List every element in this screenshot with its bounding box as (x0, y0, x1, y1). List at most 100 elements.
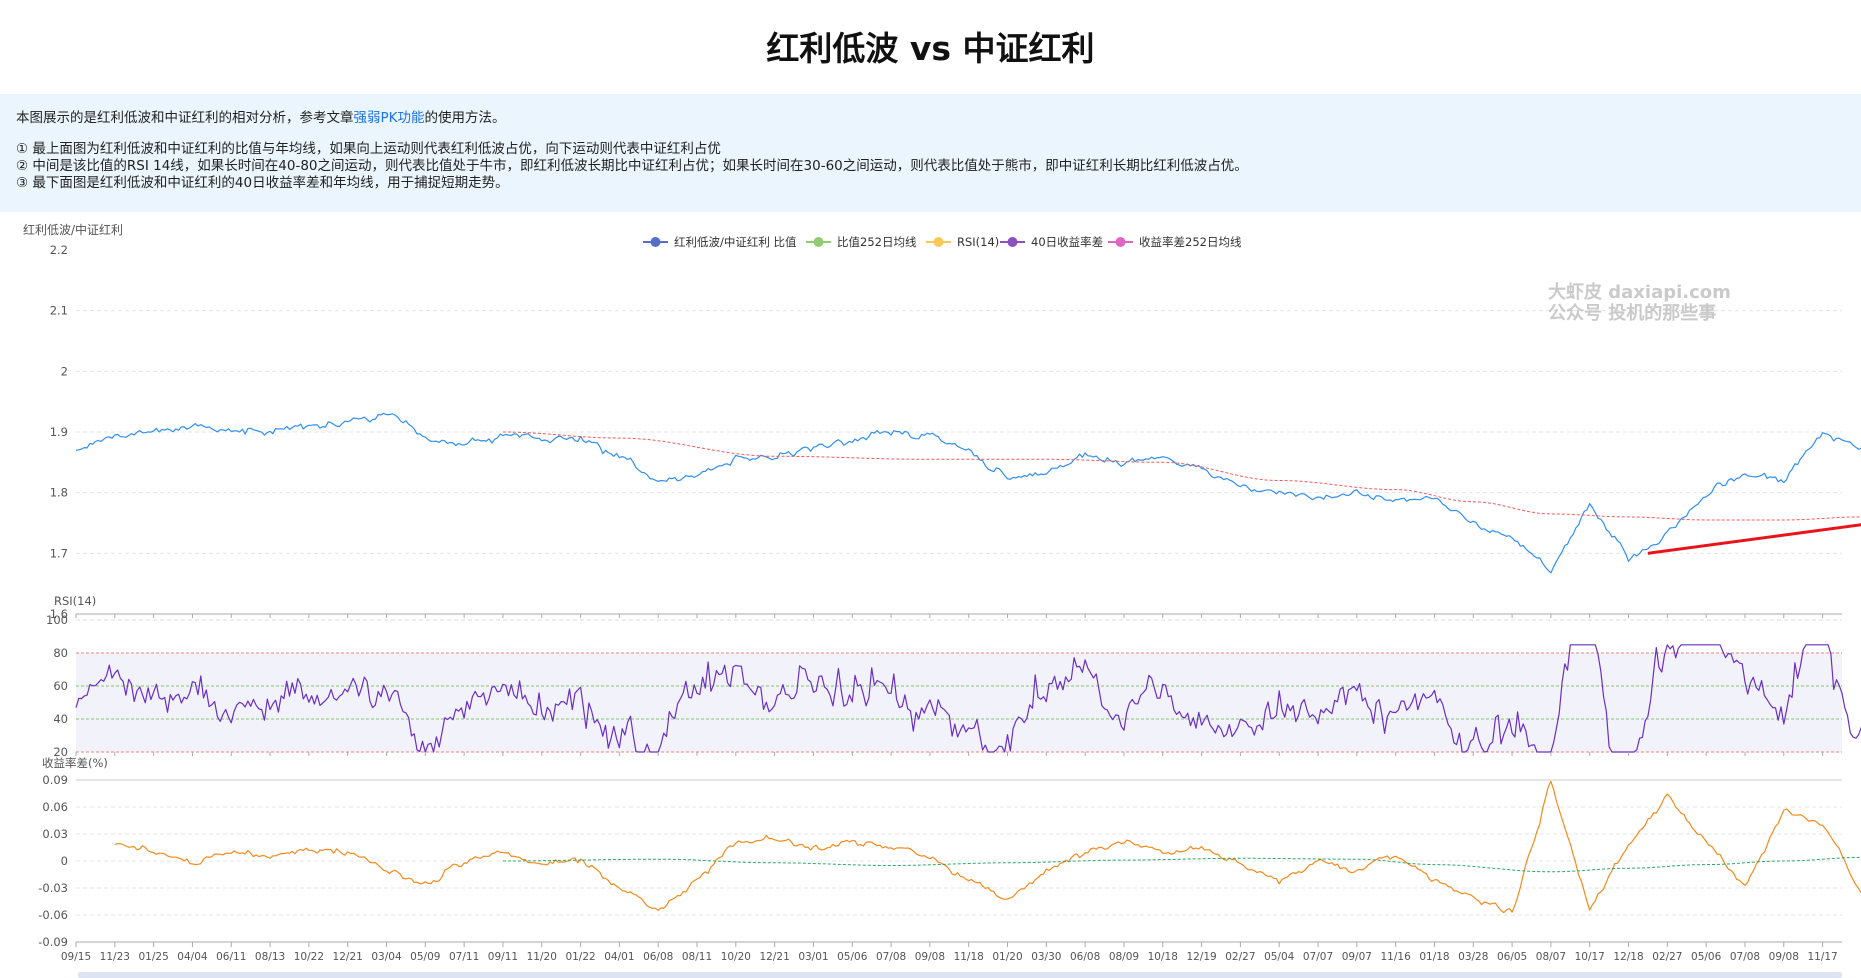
page-title: 红利低波 vs 中证红利 (766, 29, 1095, 68)
spread-y-tick-label: 0.03 (42, 827, 68, 841)
ratio-panel: 红利低波/中证红利 2.2 2.1 2 1.9 1.8 1.7 1.6 (23, 222, 1861, 621)
ratio-y-tick-label: 2 (61, 364, 68, 378)
legend-marker-4 (1115, 237, 1126, 247)
rsi-y-tick-label: 60 (53, 679, 68, 693)
x-tick-label: 05/09 (410, 951, 440, 963)
spread-y-tick-label: -0.06 (38, 908, 68, 922)
watermark-line-1: 大虾皮 daxiapi.com (1548, 282, 1731, 303)
x-tick-label: 04/04 (177, 951, 208, 963)
legend-item-4: 收益率差252日均线 (1139, 235, 1242, 249)
x-tick-label: 09/08 (1769, 951, 1799, 963)
rsi-line (75, 644, 1861, 753)
description-point-2: ② 中间是该比值的RSI 14线，如果长时间在40-80之间运动，则代表比值处于… (16, 158, 1248, 174)
x-tick-label: 08/13 (255, 951, 285, 963)
datazoom-slider[interactable] (78, 972, 1842, 978)
rsi-y-tick-label: 80 (53, 646, 68, 660)
x-tick-label: 12/18 (1613, 951, 1643, 963)
x-tick-label: 11/17 (1807, 951, 1837, 963)
intro-text-after: 的使用方法。 (424, 110, 506, 126)
x-tick-label: 03/01 (798, 951, 828, 963)
legend-item-1: 比值252日均线 (837, 235, 917, 249)
rsi-y-axis-label: RSI(14) (54, 594, 96, 608)
ratio-y-tick-label: 1.7 (50, 546, 68, 560)
spread-y-tick-label: 0.06 (42, 800, 68, 814)
rsi-y-tick-label: 40 (53, 712, 68, 726)
x-tick-label: 11/23 (100, 951, 130, 963)
chart-legend[interactable]: 红利低波/中证红利 比值 比值252日均线 RSI(14) 40日收益率差 收益率差25… (643, 235, 1242, 249)
description-panel: 本图展示的是红利低波和中证红利的相对分析，参考文章强弱PK功能的使用方法。 ① … (0, 94, 1861, 212)
x-tick-label: 02/27 (1652, 951, 1682, 963)
x-tick-label: 06/08 (643, 951, 673, 963)
ratio-y-tick-label: 2.2 (50, 243, 68, 257)
x-tick-label: 10/22 (294, 951, 324, 963)
x-tick-label: 10/17 (1575, 951, 1605, 963)
x-tick-label: 12/19 (1186, 951, 1216, 963)
x-tick-label: 05/06 (837, 951, 868, 963)
legend-marker-2 (933, 237, 944, 247)
ratio-y-tick-label: 1.9 (50, 425, 68, 439)
ratio-chart[interactable]: 红利低波/中证红利 比值 比值252日均线 RSI(14) 40日收益率差 收益率差25… (0, 212, 1861, 972)
spread-y-tick-label: 0 (61, 854, 68, 868)
x-axis: 09/15 11/23 01/25 04/04 06/11 08/13 10/22 12/21… (61, 614, 1838, 963)
x-tick-label: 02/27 (1225, 951, 1255, 963)
rsi-panel: RSI(14) 100 80 60 40 20 (46, 594, 1861, 759)
rsi-band (76, 653, 1842, 752)
watermark-line-2: 公众号 投机的那些事 (1548, 303, 1717, 324)
legend-item-0: 红利低波/中证红利 比值 (674, 235, 797, 249)
legend-marker-1 (813, 237, 824, 247)
x-tick-label: 03/04 (371, 951, 402, 963)
intro-text-before: 本图展示的是红利低波和中证红利的相对分析，参考文章 (16, 110, 354, 126)
description-intro: 本图展示的是红利低波和中证红利的相对分析，参考文章强弱PK功能的使用方法。 (16, 110, 1845, 127)
rsi-y-tick-label: 100 (46, 613, 68, 627)
ratio-y-tick-label: 1.8 (50, 486, 68, 500)
ratio-y-tick-label: 2.1 (50, 304, 68, 318)
rsi-y-tick-label: 20 (53, 745, 68, 759)
x-tick-label: 01/20 (992, 951, 1022, 963)
x-tick-label: 10/20 (721, 951, 751, 963)
ratio-line (75, 412, 1861, 574)
trend-line (1647, 523, 1861, 555)
x-tick-label: 11/20 (527, 951, 557, 963)
ratio-y-axis-label: 红利低波/中证红利 (23, 222, 123, 237)
x-tick-label: 04/01 (604, 951, 634, 963)
x-tick-label: 09/08 (915, 951, 945, 963)
x-tick-label: 10/18 (1148, 951, 1178, 963)
legend-item-2: RSI(14) (957, 235, 999, 249)
spread-line (114, 780, 1861, 914)
description-point-3: ③ 最下面图是红利低波和中证红利的40日收益率差和年均线，用于捕捉短期走势。 (16, 175, 509, 191)
x-tick-label: 01/22 (565, 951, 595, 963)
x-tick-label: 11/16 (1381, 951, 1412, 963)
strength-pk-link[interactable]: 强弱PK功能 (353, 110, 425, 126)
x-tick-label: 06/08 (1070, 951, 1100, 963)
spread-y-tick-label: -0.09 (38, 935, 68, 949)
x-tick-label: 09/11 (488, 951, 518, 963)
x-tick-label: 03/30 (1031, 951, 1061, 963)
legend-marker-0 (650, 237, 661, 247)
x-tick-label: 08/07 (1536, 951, 1566, 963)
spread-ma-line (502, 856, 1861, 873)
x-tick-label: 08/09 (1109, 951, 1139, 963)
x-tick-label: 09/15 (61, 951, 91, 963)
x-tick-label: 01/18 (1419, 951, 1449, 963)
spread-y-axis-label: 收益率差(%) (42, 756, 108, 770)
x-tick-label: 05/06 (1691, 951, 1722, 963)
x-tick-label: 07/08 (876, 951, 906, 963)
x-tick-label: 12/21 (760, 951, 790, 963)
x-tick-label: 09/07 (1342, 951, 1372, 963)
x-tick-label: 06/05 (1497, 951, 1527, 963)
ratio-y-tick-label: 1.6 (50, 607, 68, 621)
x-tick-label: 07/11 (449, 951, 479, 963)
x-tick-label: 01/25 (138, 951, 168, 963)
x-tick-label: 06/11 (216, 951, 246, 963)
x-tick-label: 05/04 (1264, 951, 1295, 963)
description-point-1: ① 最上面图为红利低波和中证红利的比值与年均线，如果向上运动则代表红利低波占优，… (16, 141, 721, 157)
spread-panel: 收益率差(%) 0.09 0.06 0.03 0 -0.03 -0.06 -0.09 (38, 756, 1861, 949)
spread-y-tick-label: 0.09 (42, 773, 68, 787)
x-tick-label: 08/11 (682, 951, 712, 963)
ratio-ma-line (502, 431, 1861, 521)
x-tick-label: 07/07 (1303, 951, 1333, 963)
watermark: 大虾皮 daxiapi.com 公众号 投机的那些事 (1548, 282, 1731, 324)
legend-item-3: 40日收益率差 (1031, 235, 1103, 249)
legend-marker-3 (1007, 237, 1018, 247)
x-tick-label: 12/21 (333, 951, 363, 963)
